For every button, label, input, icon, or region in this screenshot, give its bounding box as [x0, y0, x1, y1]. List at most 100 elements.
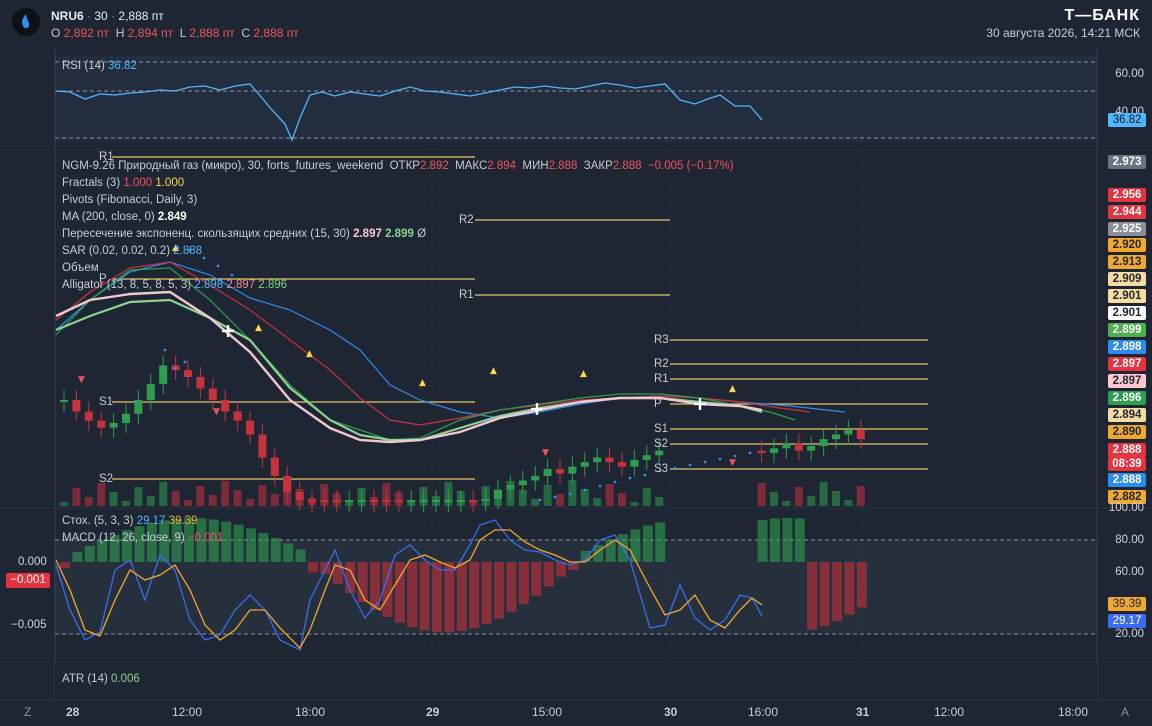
- ohlc-value: 2,888 пт: [253, 26, 299, 40]
- ma-label: MA (200, close, 0): [62, 211, 155, 223]
- pivots-legend[interactable]: Pivots (Fibonacci, Daily, 3): [62, 194, 197, 206]
- macd-bar: [184, 518, 194, 562]
- macd-bar: [506, 562, 517, 612]
- auto-scale-icon[interactable]: A: [1121, 705, 1130, 719]
- macd-bar: [394, 562, 405, 623]
- volume-bar: [543, 485, 552, 506]
- symbol[interactable]: NRU6: [51, 9, 84, 23]
- ohlc-line: O 2,892 пт H 2,894 пт L 2,888 пт C 2,888…: [51, 26, 299, 40]
- volume-bar: [97, 483, 106, 506]
- rsi-label: RSI (14): [62, 60, 105, 72]
- price-tag: 2.925: [1108, 222, 1146, 236]
- candle: [60, 400, 68, 402]
- candle: [332, 500, 341, 502]
- symbol-line[interactable]: NRU6 · 30 · 2,888 пт: [51, 9, 164, 23]
- macd-bar: [605, 539, 616, 562]
- candle: [134, 400, 143, 414]
- volume-bar: [196, 486, 205, 506]
- price-tag: 2.973: [1108, 155, 1146, 169]
- main-legend-title[interactable]: NGM-9.26 Природный газ (микро), 30, fort…: [62, 160, 734, 172]
- candle: [97, 420, 106, 428]
- open-key: ОТКР: [389, 160, 420, 172]
- open-value: 2.892: [419, 160, 449, 172]
- fractals-value-1: 1.000: [123, 177, 153, 189]
- macd-bar: [159, 520, 170, 562]
- rsi-legend[interactable]: RSI (14) 36.82: [62, 60, 137, 72]
- ema-cross-label: Пересечение экспоненц. скользящих средни…: [62, 228, 350, 240]
- macd-axis-0: 0.000: [18, 556, 47, 568]
- candle: [593, 457, 602, 463]
- macd-value: −0.001: [187, 532, 224, 544]
- macd-bar: [844, 562, 855, 615]
- close-key: ЗАКР: [583, 160, 613, 172]
- low-value: 2.888: [548, 160, 578, 172]
- macd-label: MACD (12, 26, close, 9): [62, 532, 185, 544]
- stoch-label: Стох. (5, 3, 3): [62, 515, 134, 527]
- macd-bar: [757, 519, 768, 562]
- volume-legend[interactable]: Объем: [62, 262, 99, 274]
- volume-bar: [568, 480, 577, 506]
- pivot-label: R1: [654, 373, 669, 385]
- pivot-label: P: [99, 273, 107, 285]
- macd-bar: [97, 540, 108, 562]
- candle: [469, 500, 478, 502]
- candle: [370, 500, 378, 502]
- gas-flame-icon: [12, 8, 40, 36]
- rsi-value: 36.82: [108, 60, 137, 72]
- price-tag: 2.899: [1108, 323, 1146, 337]
- candle: [782, 443, 791, 449]
- volume-bar: [807, 496, 816, 506]
- stoch-k-value: 29.17: [136, 515, 166, 527]
- svg-text:▲: ▲: [172, 243, 179, 253]
- macd-bar: [531, 562, 542, 596]
- sar-label: SAR (0.02, 0.02, 0.2): [62, 245, 171, 257]
- stoch-legend[interactable]: Стох. (5, 3, 3) 29.17 39.39: [62, 515, 197, 527]
- x-tick: 31: [856, 705, 870, 719]
- volume-bar: [782, 501, 791, 506]
- price-tag: 2.896: [1108, 391, 1146, 405]
- candle: [320, 500, 329, 502]
- macd-bar: [419, 562, 430, 631]
- ema-cross-legend[interactable]: Пересечение экспоненц. скользящих средни…: [62, 228, 426, 240]
- alligator-legend[interactable]: Alligator (13, 8, 5, 8, 5, 3) 2.898 2.89…: [62, 279, 287, 291]
- price-tag: 2.913: [1108, 255, 1146, 269]
- volume-label: Объем: [62, 262, 99, 274]
- candle: [221, 400, 230, 412]
- price-tag: 08:39: [1108, 457, 1146, 471]
- candle: [844, 429, 853, 435]
- zoom-icon[interactable]: Z: [24, 705, 32, 719]
- svg-text:▼: ▼: [213, 407, 220, 417]
- x-tick: 15:00: [532, 705, 563, 719]
- atr-legend[interactable]: ATR (14) 0.006: [62, 673, 140, 685]
- price-tag: 2.909: [1108, 272, 1146, 286]
- sar-legend[interactable]: SAR (0.02, 0.02, 0.2) 2.888: [62, 245, 202, 257]
- svg-text:▲: ▲: [490, 366, 497, 376]
- macd-legend[interactable]: MACD (12, 26, close, 9) −0.001: [62, 532, 223, 544]
- volume-bar: [258, 485, 267, 506]
- x-tick: 29: [426, 705, 440, 719]
- timeframe[interactable]: 30: [94, 9, 108, 23]
- pivot-label: R1: [99, 151, 114, 163]
- macd-bar: [233, 524, 244, 562]
- ma-legend[interactable]: MA (200, close, 0) 2.849: [62, 211, 187, 223]
- rsi-line: [55, 82, 763, 142]
- macd-bar: [481, 562, 492, 624]
- macd-bar: [146, 522, 157, 562]
- macd-bar: [543, 562, 554, 587]
- macd-tag: −0.001: [6, 573, 50, 588]
- x-tick: 18:00: [295, 705, 326, 719]
- ohlc-value: 2,888 пт: [189, 26, 235, 40]
- svg-text:▲: ▲: [580, 369, 587, 379]
- macd-histogram: [60, 518, 867, 633]
- candle: [518, 480, 527, 486]
- macd-bar: [642, 525, 653, 562]
- candle: [283, 475, 292, 492]
- fractals-legend[interactable]: Fractals (3) 1.000 1.000: [62, 177, 184, 189]
- candle: [407, 500, 416, 502]
- candle: [506, 485, 515, 490]
- svg-text:▲: ▲: [419, 378, 426, 388]
- volume-bar: [580, 489, 589, 506]
- x-tick: 16:00: [748, 705, 779, 719]
- svg-text:▼: ▼: [729, 458, 736, 468]
